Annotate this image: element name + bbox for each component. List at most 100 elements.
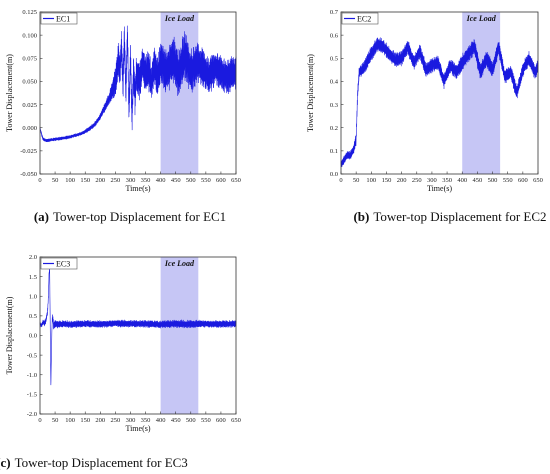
ice-load-region [462, 12, 501, 174]
x-tick-label: 500 [488, 177, 498, 184]
panel-caption: (c) Tower-top Displacement for EC3 [0, 455, 188, 470]
legend-box [40, 12, 78, 25]
y-tick-label: 0.7 [330, 9, 339, 16]
series-line-ec1 [39, 25, 237, 143]
ice-load-region [160, 12, 199, 174]
x-tick-label: 50 [52, 417, 59, 424]
caption-label: (c) [0, 455, 11, 470]
series-line-ec3 [39, 268, 237, 386]
panel-caption: (b) Tower-top Displacement for EC2 [353, 209, 546, 224]
y-tick-label: 0.025 [22, 102, 37, 109]
x-tick-label: 400 [156, 177, 166, 184]
x-axis-label: Time(s) [125, 424, 150, 433]
y-tick-label: -0.050 [20, 171, 37, 178]
y-tick-label: -0.025 [20, 148, 37, 155]
x-tick-label: 500 [186, 417, 196, 424]
y-tick-label: 0.1 [330, 148, 338, 155]
caption-text: Tower-top Displacement for EC3 [15, 455, 188, 470]
legend-label: EC1 [56, 15, 70, 24]
panel-caption: (a) Tower-top Displacement for EC1 [34, 209, 226, 224]
y-tick-label: -0.5 [27, 352, 37, 359]
x-tick-label: 650 [231, 177, 241, 184]
x-tick-label: 650 [533, 177, 543, 184]
caption-label: (a) [34, 209, 49, 224]
legend-label: EC3 [56, 260, 70, 269]
y-tick-label: 1.0 [29, 293, 37, 300]
x-tick-label: 300 [126, 177, 136, 184]
x-tick-label: 650 [231, 417, 241, 424]
legend-box [40, 257, 78, 270]
x-tick-label: 0 [38, 417, 41, 424]
x-tick-label: 250 [111, 177, 121, 184]
ice-load-region [160, 257, 199, 414]
y-tick-label: 0.5 [29, 313, 37, 320]
y-tick-label: 0.100 [22, 32, 37, 39]
chart-panel-ec2: 0 50 100 150 200 250 300 350 400 450 500 550 600 650 0… [306, 9, 547, 224]
y-tick-label: 0.0 [330, 171, 338, 178]
legend: EC1 [40, 12, 78, 25]
legend-box [341, 12, 379, 25]
x-tick-label: 250 [111, 417, 121, 424]
x-tick-label: 100 [366, 177, 376, 184]
x-tick-label: 200 [95, 417, 105, 424]
x-tick-label: 350 [442, 177, 452, 184]
x-axis-label: Time(s) [427, 184, 452, 193]
x-tick-label: 300 [427, 177, 437, 184]
y-tick-label: 2.0 [29, 254, 37, 261]
x-tick-label: 250 [412, 177, 422, 184]
x-tick-label: 500 [186, 177, 196, 184]
x-tick-label: 50 [52, 177, 59, 184]
y-tick-label: 0.125 [22, 9, 37, 16]
y-tick-label: 0.6 [330, 32, 339, 39]
x-tick-label: 150 [80, 417, 90, 424]
y-axis-label: Tower Displacement(m) [306, 54, 315, 132]
y-tick-label: -1.0 [27, 372, 37, 379]
chart-panel-ec3: 0 50 100 150 200 250 300 350 400 450 500 550 600 650 -… [0, 254, 241, 470]
y-tick-label: 0.5 [330, 55, 338, 62]
y-tick-label: 0.000 [22, 125, 37, 132]
legend-label: EC2 [357, 15, 371, 24]
x-tick-label: 400 [457, 177, 467, 184]
x-tick-label: 450 [171, 417, 181, 424]
x-tick-label: 150 [382, 177, 392, 184]
plot-frame [340, 11, 539, 175]
x-tick-label: 100 [65, 417, 75, 424]
plot-frame [39, 11, 237, 175]
x-tick-label: 100 [65, 177, 75, 184]
legend: EC2 [341, 12, 379, 25]
y-tick-label: 1.5 [29, 274, 37, 281]
x-tick-label: 600 [216, 417, 226, 424]
shade-label: Ice Load [164, 14, 195, 23]
x-tick-label: 200 [95, 177, 105, 184]
x-tick-label: 0 [339, 177, 342, 184]
x-tick-label: 600 [518, 177, 528, 184]
y-tick-label: 0.0 [29, 333, 37, 340]
x-tick-label: 400 [156, 417, 166, 424]
plot-frame [39, 256, 237, 415]
y-tick-label: 0.4 [330, 79, 339, 86]
y-tick-label: 0.050 [22, 79, 37, 86]
caption-text: Tower-top Displacement for EC2 [373, 209, 546, 224]
x-tick-label: 50 [353, 177, 360, 184]
shade-label: Ice Load [466, 14, 497, 23]
x-tick-label: 450 [171, 177, 181, 184]
y-tick-label: 0.075 [22, 55, 37, 62]
chart-panel-ec1: 0 50 100 150 200 250 300 350 400 450 500 550 600 650 -… [5, 9, 241, 224]
y-axis-label: Tower Displacement(m) [5, 296, 14, 374]
x-axis-label: Time(s) [125, 184, 150, 193]
caption-label: (b) [353, 209, 369, 224]
x-tick-label: 600 [216, 177, 226, 184]
x-tick-label: 150 [80, 177, 90, 184]
x-tick-label: 350 [141, 417, 151, 424]
x-tick-label: 550 [503, 177, 513, 184]
x-tick-label: 0 [38, 177, 41, 184]
x-tick-label: 300 [126, 417, 136, 424]
y-tick-label: 0.3 [330, 102, 338, 109]
y-axis-label: Tower Displacement(m) [5, 54, 14, 132]
x-tick-label: 450 [473, 177, 483, 184]
shade-label: Ice Load [164, 259, 195, 268]
y-tick-label: -2.0 [27, 411, 37, 418]
y-tick-label: -1.5 [27, 392, 37, 399]
legend: EC3 [40, 257, 78, 270]
caption-text: Tower-top Displacement for EC1 [53, 209, 226, 224]
